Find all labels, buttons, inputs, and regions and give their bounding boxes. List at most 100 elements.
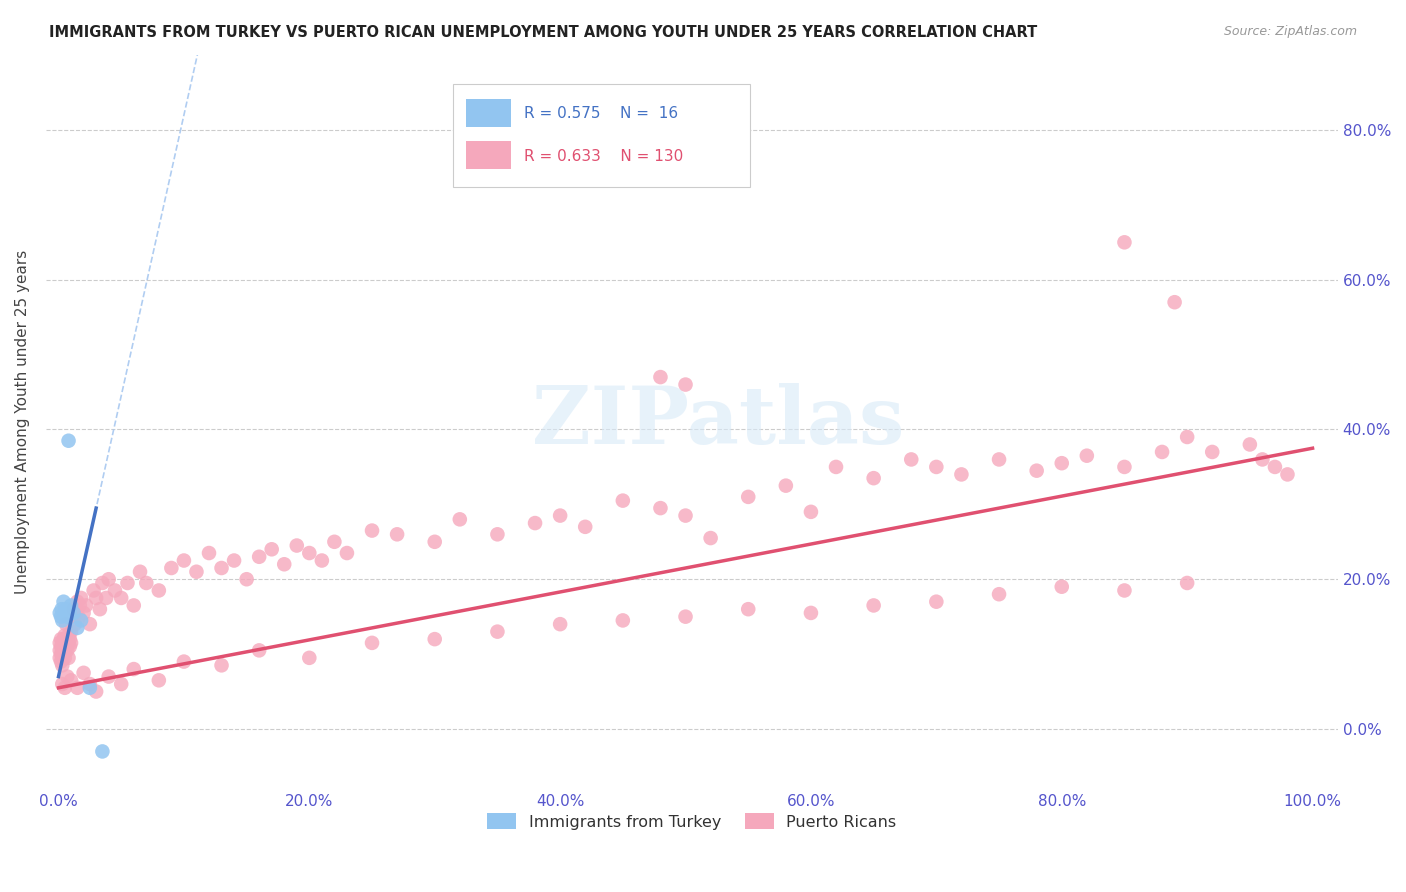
Point	[699, 531, 721, 545]
Point	[70, 591, 93, 605]
Point	[612, 614, 634, 628]
Point	[49, 647, 72, 661]
Point	[110, 591, 132, 605]
Point	[1277, 467, 1299, 482]
Y-axis label: Unemployment Among Youth under 25 years: Unemployment Among Youth under 25 years	[15, 250, 30, 594]
Point	[55, 617, 77, 632]
Point	[1163, 295, 1185, 310]
Point	[79, 617, 101, 632]
Point	[298, 546, 321, 560]
Point	[56, 636, 79, 650]
Point	[612, 493, 634, 508]
Point	[285, 539, 308, 553]
Point	[211, 658, 233, 673]
Point	[53, 650, 76, 665]
Point	[91, 744, 114, 758]
Point	[173, 553, 195, 567]
Point	[58, 650, 80, 665]
Point	[53, 606, 76, 620]
Point	[988, 587, 1011, 601]
Text: R = 0.575    N =  16: R = 0.575 N = 16	[524, 106, 678, 121]
Text: ZIPatlas: ZIPatlas	[531, 383, 904, 461]
Point	[1264, 459, 1286, 474]
Point	[53, 636, 76, 650]
Point	[650, 370, 672, 384]
Point	[122, 662, 145, 676]
Point	[67, 609, 90, 624]
Point	[1050, 580, 1073, 594]
Point	[548, 508, 571, 523]
Point	[800, 606, 823, 620]
Point	[361, 524, 384, 538]
Point	[988, 452, 1011, 467]
Point	[53, 643, 76, 657]
Point	[75, 599, 97, 613]
Point	[66, 595, 89, 609]
Point	[385, 527, 408, 541]
Point	[675, 377, 697, 392]
Point	[198, 546, 221, 560]
Point	[650, 501, 672, 516]
Point	[1152, 445, 1174, 459]
Point	[129, 565, 152, 579]
Point	[211, 561, 233, 575]
Point	[66, 621, 89, 635]
Point	[49, 640, 72, 654]
Point	[104, 583, 127, 598]
Point	[83, 583, 105, 598]
Point	[72, 665, 94, 680]
Point	[52, 632, 75, 647]
Point	[862, 599, 884, 613]
Point	[1050, 456, 1073, 470]
Point	[91, 576, 114, 591]
Point	[900, 452, 922, 467]
Point	[135, 576, 157, 591]
Point	[925, 595, 948, 609]
Text: R = 0.633    N = 130: R = 0.633 N = 130	[524, 149, 683, 164]
Point	[51, 658, 73, 673]
Point	[65, 606, 87, 620]
Bar	[465, 99, 510, 127]
Point	[79, 681, 101, 695]
Point	[60, 636, 83, 650]
Point	[69, 599, 91, 613]
Point	[449, 512, 471, 526]
Point	[62, 602, 84, 616]
Point	[58, 628, 80, 642]
Point	[1175, 576, 1198, 591]
Point	[52, 647, 75, 661]
Point	[49, 636, 72, 650]
Point	[775, 478, 797, 492]
Point	[1251, 452, 1274, 467]
Point	[96, 591, 118, 605]
Point	[247, 643, 270, 657]
Point	[56, 669, 79, 683]
Point	[52, 595, 75, 609]
FancyBboxPatch shape	[453, 85, 749, 187]
Point	[56, 643, 79, 657]
Point	[1239, 437, 1261, 451]
Point	[117, 576, 139, 591]
Point	[273, 558, 295, 572]
Text: Source: ZipAtlas.com: Source: ZipAtlas.com	[1223, 25, 1357, 38]
Point	[55, 602, 77, 616]
Point	[49, 632, 72, 647]
Point	[79, 677, 101, 691]
Point	[186, 565, 208, 579]
Point	[548, 617, 571, 632]
Point	[423, 632, 446, 647]
Point	[1025, 464, 1047, 478]
Point	[486, 527, 509, 541]
Point	[59, 632, 82, 647]
Point	[574, 520, 596, 534]
Point	[51, 614, 73, 628]
Point	[66, 681, 89, 695]
Point	[1175, 430, 1198, 444]
Point	[361, 636, 384, 650]
Point	[247, 549, 270, 564]
Point	[825, 459, 848, 474]
Point	[97, 572, 120, 586]
Point	[675, 609, 697, 624]
Point	[148, 673, 170, 688]
Point	[1201, 445, 1223, 459]
